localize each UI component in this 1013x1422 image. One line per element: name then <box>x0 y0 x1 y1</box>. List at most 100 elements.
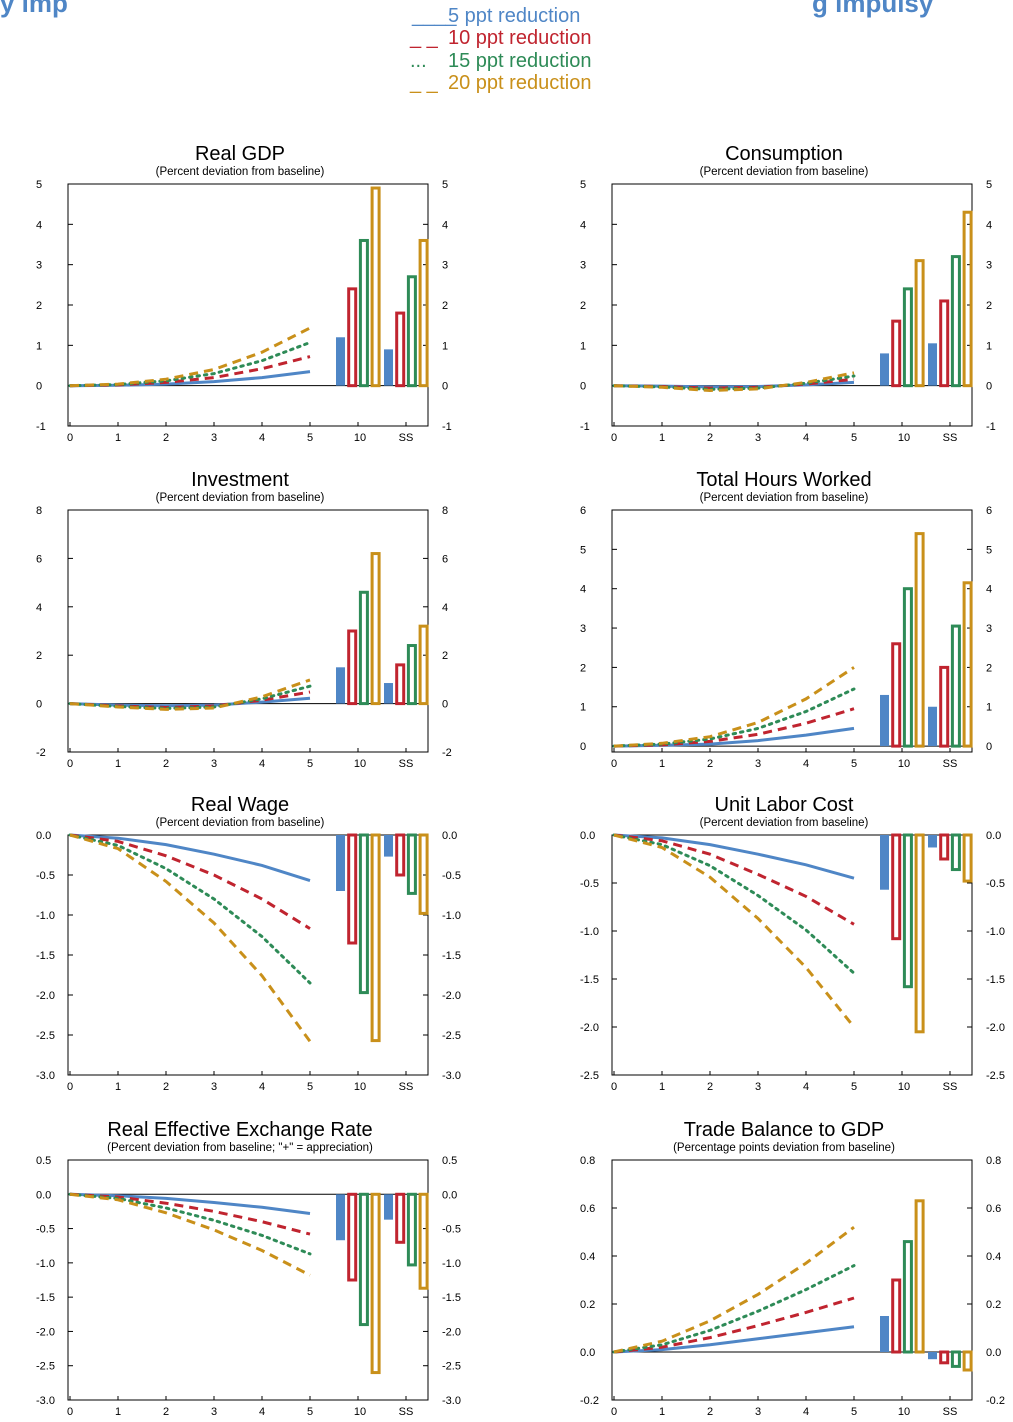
y-tick-label-left: -1 <box>36 421 46 433</box>
y-tick-label-left: 5 <box>580 179 586 191</box>
chart-subtitle: (Percent deviation from baseline; "+" = … <box>107 1142 373 1154</box>
x-tick-label: 1 <box>115 1081 121 1093</box>
series-line <box>613 833 855 880</box>
y-tick-label-left: -2 <box>36 747 46 759</box>
bar <box>406 1192 417 1267</box>
y-tick-label-right: 1 <box>442 340 448 352</box>
x-tick-label: 3 <box>211 758 217 770</box>
x-tick-label: SS <box>399 1406 414 1418</box>
x-tick-label: 2 <box>163 1406 169 1418</box>
series-line <box>69 833 311 883</box>
y-tick-label-right: -2.5 <box>442 1030 461 1042</box>
x-tick-label: 5 <box>851 1406 857 1418</box>
y-tick-label-left: -3.0 <box>36 1070 55 1082</box>
series-line <box>68 341 312 388</box>
y-tick-label-left: 0.8 <box>580 1155 595 1167</box>
x-tick-label: 1 <box>659 758 665 770</box>
y-tick-label-right: 1 <box>986 340 992 352</box>
bar <box>347 287 358 388</box>
series-line <box>613 1296 855 1354</box>
bar <box>902 287 913 388</box>
chart-panel: Trade Balance to GDP(Percentage points d… <box>580 1119 1005 1418</box>
y-tick-label-right: 0 <box>986 741 992 753</box>
bar <box>902 833 913 989</box>
y-tick-label-left: 0.0 <box>580 1347 595 1359</box>
chart-panels: Real GDP(Percent deviation from baseline… <box>36 143 1005 1418</box>
x-tick-label: 10 <box>354 758 366 770</box>
bar <box>384 683 393 704</box>
y-tick-label-right: 3 <box>442 260 448 272</box>
y-tick-label-right: 0 <box>442 381 448 393</box>
y-tick-label-right: 3 <box>986 623 992 635</box>
x-tick-label: 4 <box>803 1081 809 1093</box>
y-tick-label-right: 5 <box>986 179 992 191</box>
chart-title: Unit Labor Cost <box>715 794 854 816</box>
series-line <box>69 833 312 1043</box>
bar <box>418 833 429 915</box>
x-tick-label: 10 <box>898 1081 910 1093</box>
x-tick-label: 1 <box>659 1406 665 1418</box>
y-tick-label-right: 6 <box>986 505 992 517</box>
y-tick-label-right: 0.8 <box>986 1155 1001 1167</box>
plot-frame <box>611 1159 973 1401</box>
y-tick-label-right: -0.5 <box>986 878 1005 890</box>
series-line <box>613 1225 855 1354</box>
y-tick-label-left: 0.0 <box>580 830 595 842</box>
y-tick-label-right: -0.2 <box>986 1395 1005 1407</box>
chart-panel: Total Hours Worked(Percent deviation fro… <box>580 469 992 770</box>
bar <box>347 1192 358 1282</box>
y-tick-label-left: 4 <box>580 584 586 596</box>
x-tick-label: 2 <box>707 758 713 770</box>
chart-panel: Unit Labor Cost(Percent deviation from b… <box>580 794 1005 1093</box>
bar <box>962 581 973 748</box>
y-tick-label-left: 4 <box>580 219 586 231</box>
bar <box>928 343 937 386</box>
y-tick-label-right: -2 <box>442 747 452 759</box>
x-tick-label: 1 <box>115 1406 121 1418</box>
x-tick-label: 3 <box>755 758 761 770</box>
bar <box>395 311 406 388</box>
y-tick-label-left: -2.5 <box>36 1030 55 1042</box>
header-fragment-left: y imp <box>0 0 68 18</box>
bar <box>950 624 961 748</box>
chart-subtitle: (Percent deviation from baseline) <box>156 817 325 829</box>
bar <box>395 833 406 877</box>
y-tick-label-left: -0.5 <box>580 878 599 890</box>
series-line <box>613 833 856 1028</box>
x-tick-label: 2 <box>707 1406 713 1418</box>
x-tick-label: 0 <box>611 758 617 770</box>
y-tick-label-left: 1 <box>580 702 586 714</box>
y-tick-label-left: 0.0 <box>36 830 51 842</box>
series-line <box>612 687 856 748</box>
y-tick-label-left: 4 <box>36 219 42 231</box>
chart-title: Real Wage <box>191 794 289 816</box>
x-tick-label: 1 <box>659 1081 665 1093</box>
y-tick-label-left: 5 <box>36 179 42 191</box>
y-tick-label-left: 0.6 <box>580 1203 595 1215</box>
bar <box>939 665 950 748</box>
bar <box>347 833 358 945</box>
chart-subtitle: (Percent deviation from baseline) <box>156 492 325 504</box>
y-tick-label-right: 0.0 <box>986 1347 1001 1359</box>
chart-panel: Consumption(Percent deviation from basel… <box>580 143 996 444</box>
y-tick-label-right: -1.0 <box>442 910 461 922</box>
x-tick-label: 4 <box>803 758 809 770</box>
y-tick-label-left: 2 <box>580 300 586 312</box>
y-tick-label-right: -1.5 <box>442 950 461 962</box>
y-tick-label-right: 2 <box>442 300 448 312</box>
bar <box>928 1352 937 1360</box>
bar <box>914 1199 925 1354</box>
x-tick-label: 2 <box>163 1081 169 1093</box>
chart-title: Trade Balance to GDP <box>684 1119 884 1141</box>
x-tick-label: 10 <box>898 432 910 444</box>
x-tick-label: 1 <box>115 758 121 770</box>
y-tick-label-right: 2 <box>986 300 992 312</box>
legend-marker: _ _ <box>409 72 439 94</box>
y-tick-label-left: 1 <box>580 340 586 352</box>
y-tick-label-right: -1.5 <box>442 1292 461 1304</box>
bar <box>336 667 345 704</box>
legend-label: 10 ppt reduction <box>448 27 591 49</box>
y-tick-label-right: 5 <box>442 179 448 191</box>
y-tick-label-left: 0.0 <box>36 1189 51 1201</box>
x-tick-label: 3 <box>755 1081 761 1093</box>
